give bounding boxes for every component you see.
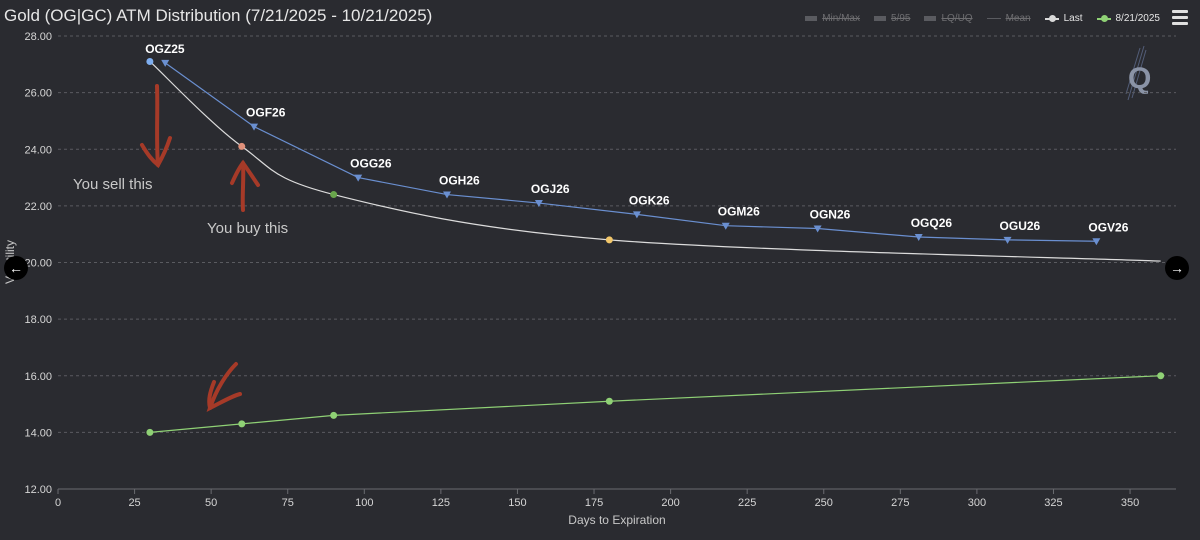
- contract-label: OGZ25: [145, 42, 185, 56]
- y-tick-label: 18.00: [24, 314, 52, 326]
- aug-series-point: [238, 420, 246, 428]
- y-tick-label: 12.00: [24, 484, 52, 496]
- chart-legend: Min/Max 5/95 LQ/UQ Mean Last 8/21/2025: [805, 13, 1160, 24]
- legend-label: 8/21/2025: [1115, 13, 1161, 24]
- aug-series-point: [146, 428, 154, 436]
- q-logo-icon: Q: [1125, 45, 1151, 101]
- legend-label: LQ/UQ: [941, 13, 973, 24]
- legend-label: Min/Max: [822, 13, 860, 24]
- arrow-right-icon[interactable]: →: [1165, 256, 1189, 280]
- contract-label: OGN26: [810, 208, 851, 222]
- x-tick-label: 250: [815, 497, 833, 509]
- x-tick-label: 225: [738, 497, 756, 509]
- y-tick-label: 14.00: [24, 427, 52, 439]
- down-arrow-annotation: [155, 84, 160, 167]
- contract-label: OGK26: [629, 193, 670, 207]
- legend-swatch: [1096, 14, 1111, 22]
- contract-point: [813, 225, 822, 233]
- last-series-line: [149, 61, 1161, 262]
- x-tick-label: 200: [661, 497, 679, 509]
- last-series-point: [146, 57, 154, 65]
- contract-point: [721, 222, 730, 230]
- legend-swatch: [873, 16, 886, 21]
- y-tick-label: 20.00: [24, 258, 52, 270]
- contract-point: [914, 234, 923, 242]
- legend-label: Mean: [1005, 13, 1031, 24]
- x-tick-label: 150: [508, 497, 526, 509]
- contract-label: OGM26: [718, 205, 760, 219]
- last-series-point: [605, 236, 613, 244]
- x-tick-label: 75: [282, 497, 294, 509]
- logo-letter: Q: [1128, 62, 1151, 95]
- contract-point: [354, 174, 363, 182]
- x-tick-label: 350: [1121, 497, 1139, 509]
- aug-series-line: [149, 375, 1161, 433]
- contract-point: [250, 123, 259, 131]
- x-tick-label: 325: [1044, 497, 1062, 509]
- contract-point: [161, 59, 170, 67]
- y-tick-label: 22.00: [24, 201, 52, 213]
- x-tick-label: 100: [355, 497, 373, 509]
- last-series-point: [238, 142, 246, 150]
- legend-swatch: [924, 16, 937, 21]
- arrow-left-icon[interactable]: ←: [4, 256, 28, 280]
- contract-label: OGH26: [439, 174, 480, 188]
- aug-series-point: [605, 397, 613, 405]
- y-tick-label: 28.00: [24, 31, 52, 43]
- x-tick-label: 175: [585, 497, 603, 509]
- y-tick-label: 24.00: [24, 144, 52, 156]
- contract-point: [534, 200, 543, 208]
- x-tick-label: 125: [432, 497, 450, 509]
- down-arrow-annotation: [140, 136, 172, 169]
- y-tick-label: 26.00: [24, 88, 52, 100]
- contract-label: OGQ26: [911, 216, 953, 230]
- aug-series-point: [1157, 372, 1165, 380]
- contract-point: [632, 211, 641, 219]
- contract-series-line: [164, 62, 1097, 242]
- aug-series-point: [330, 411, 338, 419]
- chart-title: Gold (OG|GC) ATM Distribution (7/21/2025…: [4, 6, 433, 25]
- hamburger-menu-icon[interactable]: [1172, 10, 1188, 25]
- buy-annotation-text: You buy this: [207, 220, 288, 237]
- last-series-point: [330, 191, 338, 199]
- x-tick-label: 50: [205, 497, 217, 509]
- contract-label: OGG26: [350, 157, 392, 171]
- x-axis-title: Days to Expiration: [568, 513, 665, 527]
- legend-label: Last: [1063, 13, 1083, 24]
- contract-label: OGF26: [246, 106, 286, 120]
- x-tick-label: 0: [55, 497, 61, 509]
- legend-5-95[interactable]: 5/95: [873, 13, 911, 24]
- contract-point: [1003, 236, 1012, 244]
- contract-point: [1092, 238, 1101, 246]
- sell-annotation-text: You sell this: [73, 176, 153, 193]
- legend-swatch: [986, 18, 1001, 19]
- y-tick-label: 16.00: [24, 371, 52, 383]
- x-tick-label: 25: [128, 497, 140, 509]
- x-tick-label: 275: [891, 497, 909, 509]
- legend-8-21-2025[interactable]: 8/21/2025: [1096, 13, 1161, 24]
- contract-label: OGV26: [1088, 220, 1128, 234]
- contract-point: [443, 191, 452, 199]
- x-tick-label: 300: [968, 497, 986, 509]
- legend-mean[interactable]: Mean: [986, 13, 1031, 24]
- contract-label: OGU26: [1000, 219, 1041, 233]
- legend-min-max[interactable]: Min/Max: [805, 13, 860, 24]
- up-arrow-annotation: [240, 161, 246, 212]
- legend-last[interactable]: Last: [1044, 13, 1083, 24]
- up-arrow-annotation: [230, 159, 260, 187]
- legend-swatch: [805, 16, 818, 21]
- legend-swatch: [1044, 14, 1059, 22]
- curved-arrow-annotation: [207, 380, 216, 410]
- legend-lq-uq[interactable]: LQ/UQ: [924, 13, 973, 24]
- legend-label: 5/95: [890, 13, 911, 24]
- contract-label: OGJ26: [531, 182, 570, 196]
